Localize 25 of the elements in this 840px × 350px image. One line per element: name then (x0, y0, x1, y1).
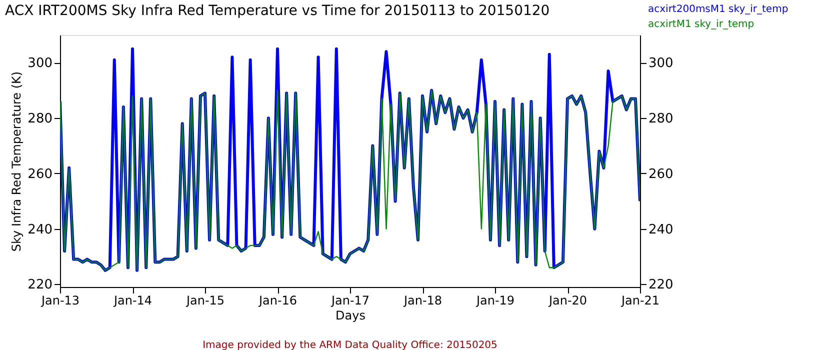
x-tick-label: Jan-14 (112, 294, 152, 308)
y-tick-label: 280 (28, 112, 52, 127)
x-tick-label: Jan-17 (330, 294, 370, 308)
y2-tick-label: 260 (648, 166, 674, 182)
x-tick-label: Jan-20 (548, 294, 588, 308)
chart-title: ACX IRT200MS Sky Infra Red Temperature vs Time for 20150113 to 20150120 (5, 3, 550, 19)
text: acxirtM1 sky_ir_temp (648, 19, 754, 30)
text: acxirt200msM1 sky_ir_temp (648, 4, 788, 15)
y-axis-title: Sky Infra Red Temperature (K) (10, 71, 24, 252)
text: Image provided by the ARM Data Quality Office: 20150205 (202, 340, 498, 350)
x-tick-label: Jan-21 (620, 294, 660, 308)
y-tick-label: 300 (28, 56, 52, 72)
x-tick-label: Jan-15 (185, 294, 225, 308)
y2-tick-label: 220 (648, 278, 674, 293)
y-tick-label: 260 (28, 166, 52, 182)
y2-tick-label: 300 (648, 56, 674, 72)
y-tick-label: 240 (28, 222, 52, 238)
x-tick-label: Jan-18 (402, 294, 442, 308)
x-tick-label: Jan-19 (475, 294, 515, 308)
x-tick-label: Jan-16 (258, 294, 298, 308)
y2-tick-label: 280 (648, 112, 674, 127)
y2-tick-label: 240 (648, 222, 674, 238)
x-tick-label: Jan-13 (40, 294, 80, 308)
y-tick-label: 220 (28, 278, 52, 293)
x-axis-title: Days (336, 308, 366, 322)
